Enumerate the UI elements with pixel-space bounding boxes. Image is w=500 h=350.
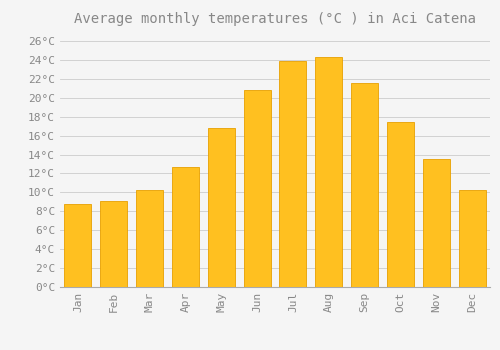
Bar xyxy=(136,190,163,287)
Bar xyxy=(208,128,234,287)
Bar xyxy=(244,90,270,287)
Bar xyxy=(351,83,378,287)
Bar xyxy=(172,167,199,287)
Bar xyxy=(423,159,450,287)
Title: Average monthly temperatures (°C ) in Aci Catena: Average monthly temperatures (°C ) in Ac… xyxy=(74,12,476,26)
Bar xyxy=(316,57,342,287)
Bar xyxy=(100,201,127,287)
Bar xyxy=(64,204,92,287)
Bar xyxy=(387,122,414,287)
Bar xyxy=(458,190,485,287)
Bar xyxy=(280,61,306,287)
